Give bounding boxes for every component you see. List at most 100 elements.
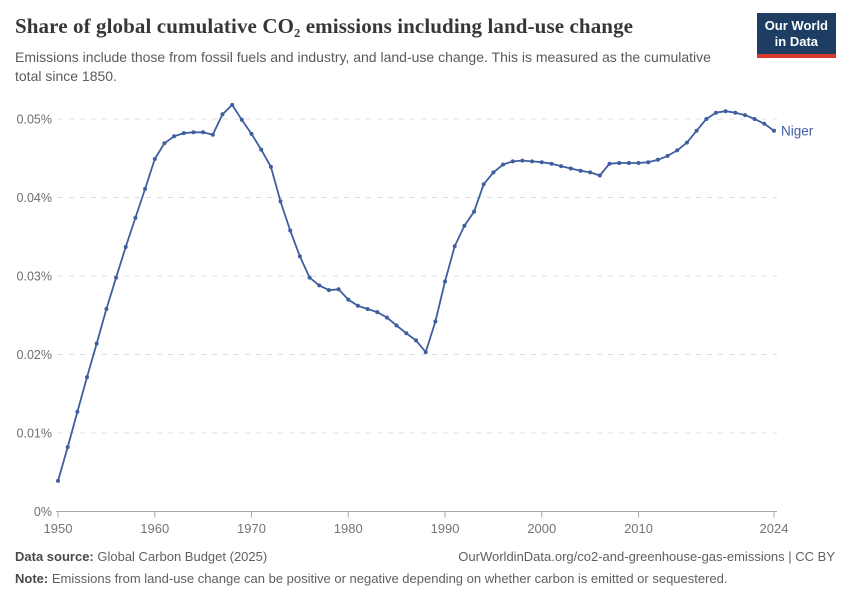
data-point[interactable] [462,223,467,228]
data-point[interactable] [733,110,738,115]
data-point[interactable] [385,315,389,320]
data-point[interactable] [530,159,535,164]
data-point[interactable] [56,478,60,483]
data-point[interactable] [268,164,273,169]
data-point[interactable] [191,130,196,135]
data-point[interactable] [259,147,264,152]
data-point[interactable] [220,112,225,117]
data-point[interactable] [210,132,215,137]
x-tick-label: 1970 [237,521,266,536]
logo-line2: in Data [774,34,819,49]
data-point[interactable] [626,161,631,165]
data-point[interactable] [520,158,525,163]
data-point[interactable] [249,131,254,136]
data-point[interactable] [597,173,602,178]
data-point[interactable] [181,131,186,136]
data-point[interactable] [317,283,322,288]
data-point[interactable] [326,288,331,293]
data-point[interactable] [452,244,457,249]
data-point[interactable] [762,121,767,126]
data-point[interactable] [443,279,447,284]
data-point[interactable] [346,297,351,302]
data-point[interactable] [172,134,177,139]
series-path[interactable] [57,104,775,482]
y-tick-label: 0.05% [17,113,52,127]
data-point[interactable] [675,148,680,153]
data-point[interactable] [472,209,477,214]
x-tick-label: 2010 [624,521,653,536]
data-point[interactable] [694,128,699,133]
x-tick-label: 2024 [760,521,789,536]
page-title: Share of global cumulative CO₂ emissions… [15,14,634,38]
data-point[interactable] [162,141,167,146]
data-point[interactable] [230,102,235,107]
data-point[interactable] [704,117,709,121]
data-point[interactable] [375,310,380,315]
owid-logo[interactable]: Our World in Data [756,13,836,58]
data-point[interactable] [94,341,99,346]
data-point[interactable] [481,182,486,187]
y-tick-label: 0.03% [17,270,52,284]
data-point[interactable] [355,303,360,308]
data-point[interactable] [665,153,670,158]
data-point[interactable] [433,319,438,324]
data-point[interactable] [307,275,312,280]
data-point[interactable] [423,350,428,355]
data-point[interactable] [143,186,148,191]
footer-link[interactable]: OurWorldinData.org/co2-and-greenhouse-ga… [458,549,835,564]
x-axis: 1950 1960 1970 1980 1990 2000 2010 2024 [44,511,789,536]
data-point[interactable] [404,331,409,336]
data-point[interactable] [414,338,418,343]
data-point[interactable] [239,117,244,122]
x-tick-label: 1990 [431,521,460,536]
data-point[interactable] [133,215,138,220]
data-point[interactable] [394,323,399,328]
data-point[interactable] [617,161,622,165]
chart-footer: Data source: Global Carbon Budget (2025)… [15,548,835,587]
data-point[interactable] [491,170,496,175]
data-point[interactable] [365,307,370,311]
entity-label-niger: Niger [781,123,814,138]
data-point[interactable] [104,307,109,311]
x-tick-label: 1980 [334,521,363,536]
data-point[interactable] [772,128,776,133]
note-label: Note: [15,571,49,586]
data-point[interactable] [201,130,206,135]
data-point[interactable] [114,275,119,280]
data-point[interactable] [336,287,341,292]
data-point[interactable] [152,157,157,161]
data-point[interactable] [588,170,593,175]
data-point[interactable] [646,160,651,165]
data-point[interactable] [65,445,70,450]
data-point[interactable] [568,166,573,171]
data-point[interactable] [743,113,747,118]
data-point[interactable] [539,160,544,165]
data-point[interactable] [297,254,302,259]
data-point[interactable] [723,109,728,114]
data-point[interactable] [288,228,293,233]
data-point[interactable] [549,161,554,166]
series-end-label: Niger [781,123,814,138]
data-point[interactable] [278,199,283,204]
y-tick-label: 0.01% [17,427,52,441]
y-tick-label: 0.02% [17,348,52,362]
data-point[interactable] [636,161,641,165]
x-tick-label: 1950 [44,521,73,536]
data-point[interactable] [85,375,89,380]
data-point[interactable] [578,168,583,173]
data-source-label: Data source: [15,549,94,564]
data-point[interactable] [607,161,612,166]
data-point[interactable] [713,110,718,115]
data-point[interactable] [559,164,564,169]
data-point[interactable] [510,159,515,164]
x-tick-label: 2000 [527,521,556,536]
data-point[interactable] [501,162,506,167]
data-point[interactable] [655,157,660,162]
data-point[interactable] [123,245,128,249]
data-point[interactable] [752,117,757,121]
data-point[interactable] [75,409,80,414]
data-point[interactable] [684,140,689,145]
series-line-niger[interactable] [56,102,776,483]
